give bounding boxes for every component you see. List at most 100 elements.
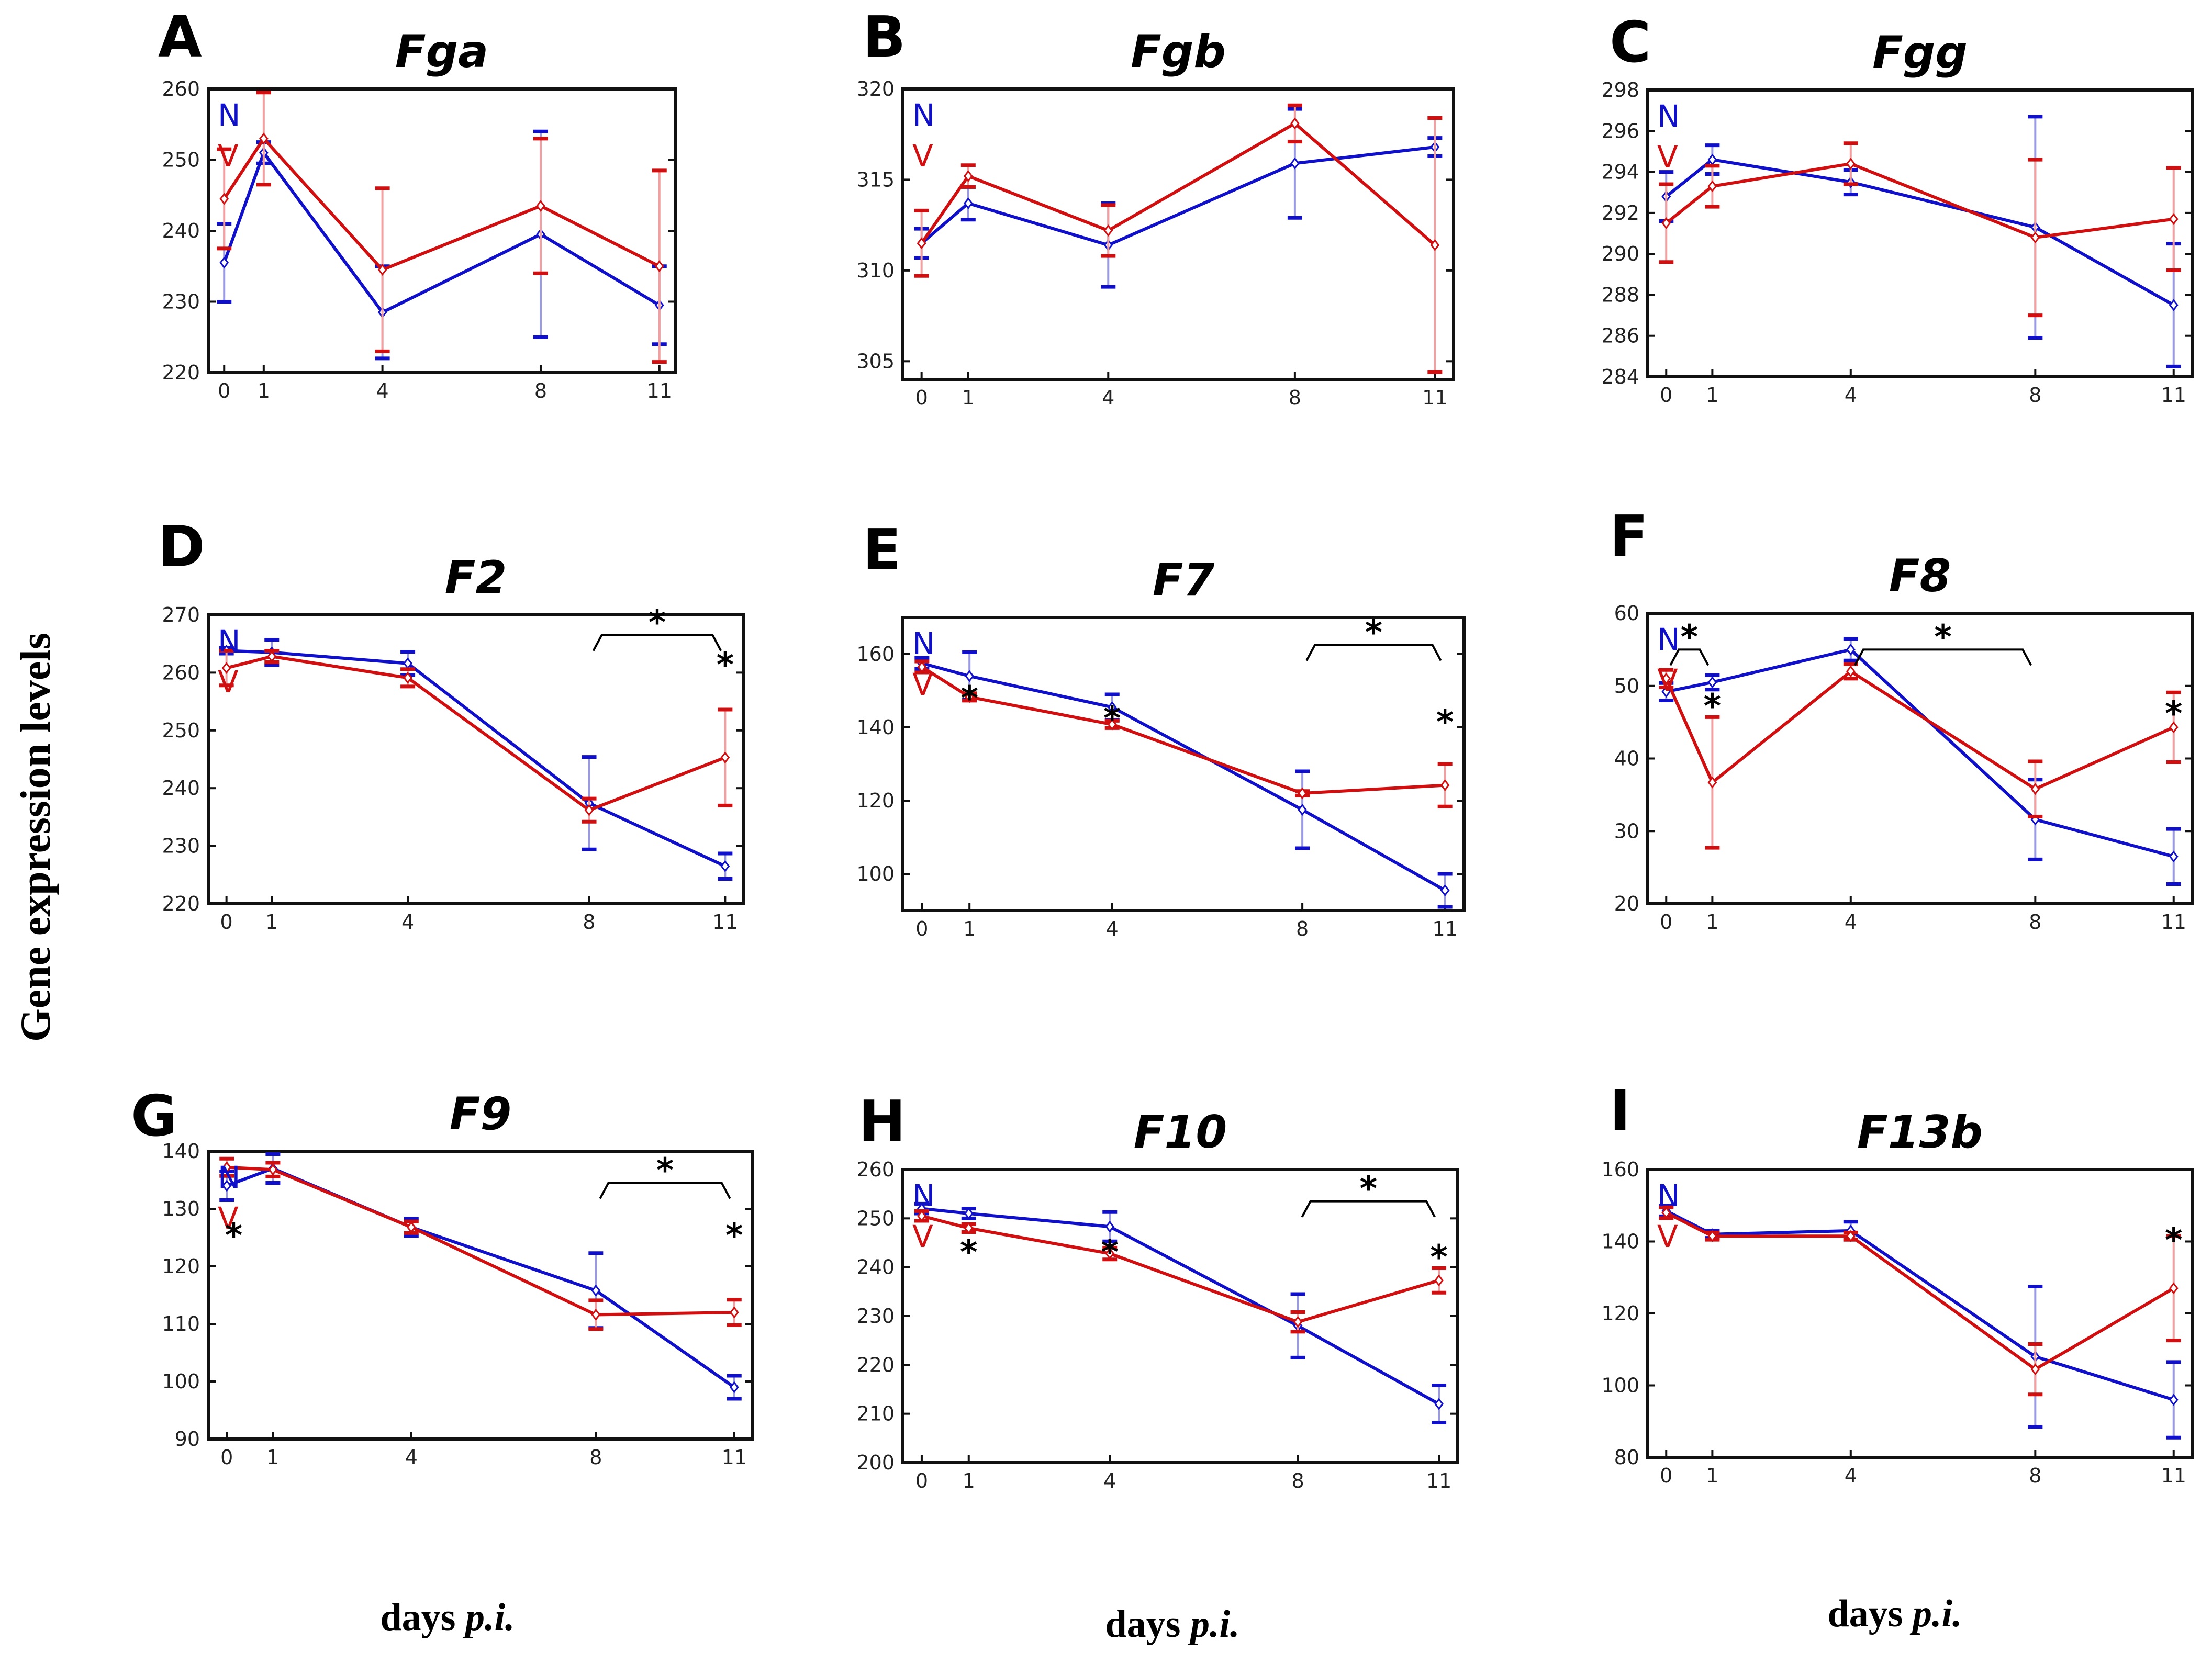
y-tick-label: 292 — [1601, 201, 1639, 224]
y-tick-label: 200 — [856, 1451, 895, 1474]
legend-v: V — [218, 138, 239, 174]
y-tick-label: 240 — [162, 219, 200, 242]
data-point — [1661, 672, 1671, 685]
significance-star: * — [1430, 1238, 1447, 1277]
x-tick-label: 11 — [722, 1446, 747, 1469]
series-V-f — [1659, 662, 2181, 850]
significance-star: * — [1103, 700, 1121, 738]
significance-star: * — [1101, 1233, 1119, 1272]
axes-frame-d — [207, 613, 745, 905]
x-tick-label: 8 — [2029, 911, 2041, 934]
series-N-c — [1659, 115, 2181, 368]
data-point — [2169, 721, 2179, 734]
data-point — [964, 1207, 974, 1220]
axes-frame-b — [901, 87, 1455, 381]
x-tick-label: 0 — [220, 911, 233, 934]
data-point — [654, 260, 664, 273]
panel-letter-b: B — [863, 5, 906, 70]
y-tick-label: 100 — [1601, 1374, 1639, 1397]
x-tick-label: 11 — [2161, 911, 2186, 934]
data-point — [1290, 157, 1300, 170]
y-tick-label: 120 — [162, 1255, 200, 1278]
series-line — [222, 136, 661, 272]
x-tick-label: 11 — [712, 911, 738, 934]
axes-frame-a — [207, 87, 677, 374]
data-point — [720, 860, 730, 872]
x-tick-label: 1 — [266, 1446, 279, 1469]
significance-star: * — [960, 1233, 977, 1272]
legend-n: N — [1657, 98, 1680, 134]
x-tick-label: 4 — [401, 911, 414, 934]
y-tick-label: 140 — [1601, 1230, 1639, 1253]
chart-title-h: F10 — [1134, 1106, 1227, 1159]
y-tick-label: 288 — [1601, 283, 1639, 306]
legend-d: NV — [218, 623, 240, 700]
x-tick-label: 11 — [1432, 917, 1457, 940]
data-point — [965, 691, 975, 703]
x-tick-label: 0 — [1660, 911, 1672, 934]
x-tick-label: 0 — [220, 1446, 233, 1469]
y-tick-label: 220 — [162, 892, 200, 915]
significance-star: * — [1436, 703, 1454, 742]
series-line — [1666, 648, 2174, 858]
data-point — [1434, 1274, 1444, 1287]
x-tick-label: 1 — [258, 379, 270, 402]
y-tick-label: 120 — [1601, 1302, 1639, 1325]
x-tick-label: 8 — [589, 1446, 602, 1469]
data-point — [222, 1179, 232, 1192]
x-tick-label: 1 — [1706, 911, 1718, 934]
y-tick-label: 100 — [856, 862, 895, 885]
data-point — [917, 237, 926, 250]
series-line — [226, 649, 726, 868]
y-tick-label: 320 — [856, 77, 895, 100]
x-axis-label-col2: days p.i. — [1105, 1603, 1239, 1646]
chart-title-e: F7 — [1153, 554, 1215, 606]
series-V-h — [914, 1209, 1447, 1334]
data-point — [729, 1381, 739, 1394]
legend-v: V — [1657, 139, 1678, 175]
x-tick-label: 8 — [1291, 1469, 1304, 1492]
legend-n: N — [912, 1178, 935, 1213]
data-point — [591, 1284, 601, 1297]
data-point — [1661, 1207, 1671, 1219]
x-tick-label: 11 — [647, 379, 672, 402]
legend-n: N — [218, 1160, 240, 1195]
x-tick-label: 4 — [1106, 917, 1119, 940]
data-point — [965, 670, 975, 682]
y-tick-label: 260 — [162, 661, 200, 684]
series-N-e — [914, 650, 1453, 909]
x-tick-label: 1 — [963, 1469, 975, 1492]
significance-star: * — [2165, 1221, 2182, 1260]
data-point — [1707, 1230, 1717, 1242]
data-point — [964, 1222, 974, 1234]
data-point — [584, 804, 594, 816]
data-point — [963, 170, 973, 182]
data-point — [1846, 643, 1856, 656]
data-point — [1105, 1248, 1115, 1260]
y-tick-label: 230 — [856, 1305, 895, 1328]
legend-v: V — [912, 1219, 933, 1254]
y-tick-label: 296 — [1601, 119, 1639, 142]
y-tick-label: 315 — [856, 168, 895, 191]
data-point — [1661, 217, 1671, 229]
x-tick-label: 4 — [1845, 911, 1857, 934]
legend-n: N — [912, 97, 935, 133]
series-line — [921, 665, 1445, 795]
x-tick-label: 8 — [583, 911, 595, 934]
y-tick-label: 140 — [856, 716, 895, 739]
x-tick-label: 8 — [2029, 384, 2041, 407]
y-tick-label: 298 — [1601, 78, 1639, 102]
data-point — [268, 1163, 278, 1176]
y-tick-label: 100 — [162, 1370, 200, 1393]
significance-star: * — [725, 1217, 743, 1255]
y-tick-label: 294 — [1601, 161, 1639, 184]
panel-b: B Fgb 305 310 315 320 0 1 4 8 11 NV — [856, 5, 1455, 409]
panel-e: E F7 100 120 140 160 0 1 4 8 11 NV * * * * — [856, 518, 1466, 940]
data-point — [1440, 779, 1450, 792]
y-tick-label: 160 — [856, 643, 895, 666]
axes-frame-i — [1646, 1168, 2194, 1459]
chart-title-g: F9 — [450, 1088, 512, 1140]
significance-star: * — [960, 680, 978, 718]
